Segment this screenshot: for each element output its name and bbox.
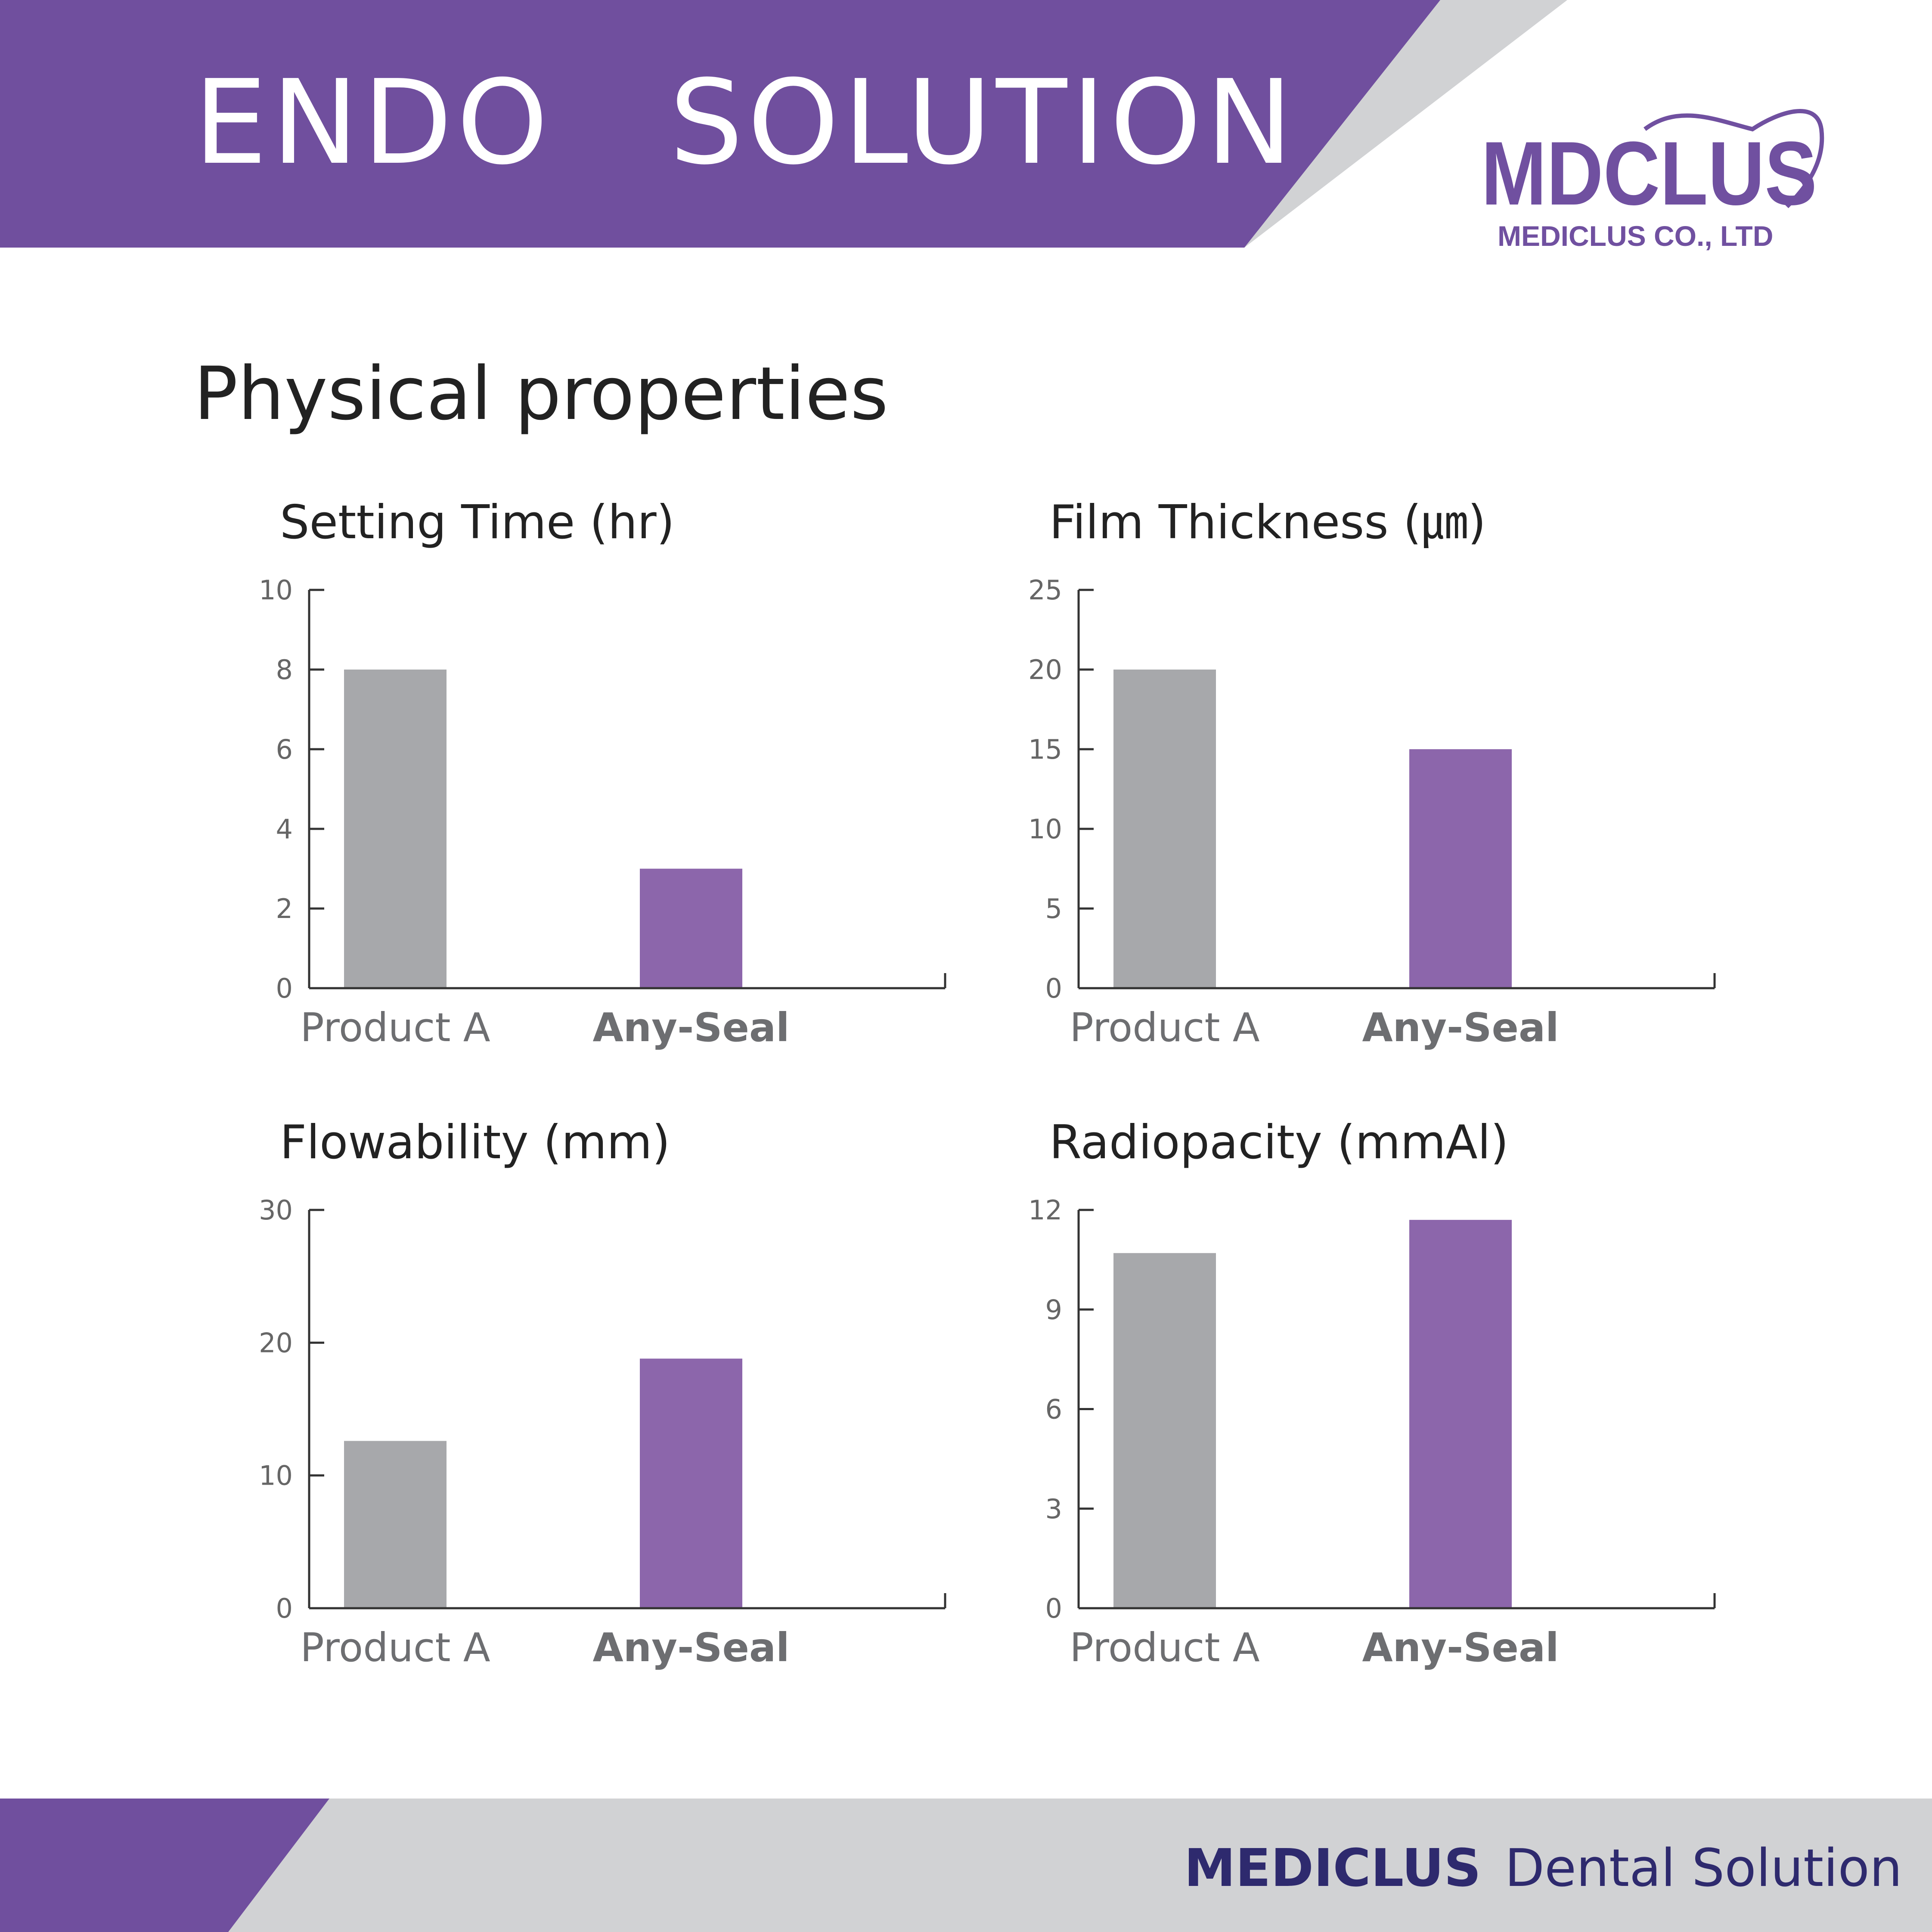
y-tick-label: 12 bbox=[1028, 1194, 1062, 1226]
chart-setting-time: Setting Time (hr) 0 2 4 6 8 10 Product A Any-Sea… bbox=[258, 499, 1033, 1081]
y-tick-label: 0 bbox=[276, 1593, 293, 1624]
bar-product-a bbox=[344, 1441, 447, 1608]
bar-product-a bbox=[1113, 1253, 1216, 1608]
x-category-label: Product A bbox=[300, 1005, 490, 1051]
y-tick-label: 5 bbox=[1045, 893, 1062, 924]
bar-any-seal bbox=[1409, 749, 1512, 988]
y-tick-label: 9 bbox=[1045, 1294, 1062, 1325]
chart-title: Flowability (mm) bbox=[280, 1120, 670, 1169]
x-category-label: Any-Seal bbox=[1362, 1625, 1559, 1671]
logo-company-name: MEDICLUS CO., LTD bbox=[1498, 220, 1774, 252]
footer-band bbox=[0, 1799, 1932, 1932]
y-tick-label: 10 bbox=[259, 1460, 293, 1492]
chart-radiopacity: Radiopacity (mmAl) 0 3 6 9 12 Product A Any-Sea… bbox=[1028, 1120, 1803, 1701]
x-category-label: Product A bbox=[300, 1625, 490, 1671]
x-category-label: Any-Seal bbox=[592, 1625, 789, 1671]
footer-gray-band bbox=[0, 1799, 1932, 1932]
footer-tagline: Dental Solution bbox=[1504, 1839, 1902, 1898]
x-category-label: Any-Seal bbox=[592, 1005, 789, 1051]
y-tick-label: 3 bbox=[1045, 1493, 1062, 1525]
y-tick-label: 20 bbox=[1028, 654, 1062, 685]
chart-title: Film Thickness (㎛) bbox=[1049, 499, 1486, 549]
y-tick-label: 25 bbox=[1028, 574, 1062, 606]
y-tick-label: 15 bbox=[1028, 734, 1062, 765]
bar-product-a bbox=[344, 670, 447, 988]
y-tick-label: 30 bbox=[259, 1194, 293, 1226]
y-tick-label: 6 bbox=[1045, 1394, 1062, 1425]
y-tick-label: 20 bbox=[259, 1327, 293, 1358]
bar-any-seal bbox=[1409, 1220, 1512, 1608]
y-tick-label: 0 bbox=[1045, 1593, 1062, 1624]
footer-brand-name: MEDICLUS bbox=[1184, 1839, 1481, 1898]
chart-title: Setting Time (hr) bbox=[280, 499, 675, 549]
logo-mark: MDCLUS bbox=[1481, 123, 1817, 224]
chart-flowability: Flowability (mm) 0 10 20 30 Product A Any-Seal bbox=[258, 1120, 1033, 1701]
x-category-label: Any-Seal bbox=[1362, 1005, 1559, 1051]
y-tick-label: 2 bbox=[276, 893, 293, 924]
y-tick-label: 10 bbox=[1028, 813, 1062, 845]
bar-any-seal bbox=[640, 868, 742, 988]
mediclus-logo: MDCLUS bbox=[1481, 109, 1824, 224]
footer-purple-band bbox=[0, 1799, 329, 1932]
header-purple-band bbox=[0, 0, 1440, 248]
y-tick-label: 4 bbox=[276, 813, 293, 845]
y-tick-label: 0 bbox=[276, 973, 293, 1004]
header-title: ENDO SOLUTION bbox=[194, 55, 1297, 190]
y-tick-label: 6 bbox=[276, 734, 293, 765]
x-category-label: Product A bbox=[1070, 1625, 1260, 1671]
x-category-label: Product A bbox=[1070, 1005, 1260, 1051]
y-tick-label: 8 bbox=[276, 654, 293, 685]
bar-product-a bbox=[1113, 670, 1216, 988]
y-tick-label: 0 bbox=[1045, 973, 1062, 1004]
chart-film-thickness: Film Thickness (㎛) 0 5 10 15 20 25 Product A Any… bbox=[1028, 499, 1803, 1081]
footer-brand: MEDICLUS Dental Solution bbox=[1184, 1843, 1902, 1895]
y-tick-label: 10 bbox=[259, 574, 293, 606]
section-title: Physical properties bbox=[194, 351, 889, 437]
header-band bbox=[0, 0, 1567, 248]
bar-any-seal bbox=[640, 1358, 742, 1608]
chart-title: Radiopacity (mmAl) bbox=[1049, 1120, 1509, 1169]
